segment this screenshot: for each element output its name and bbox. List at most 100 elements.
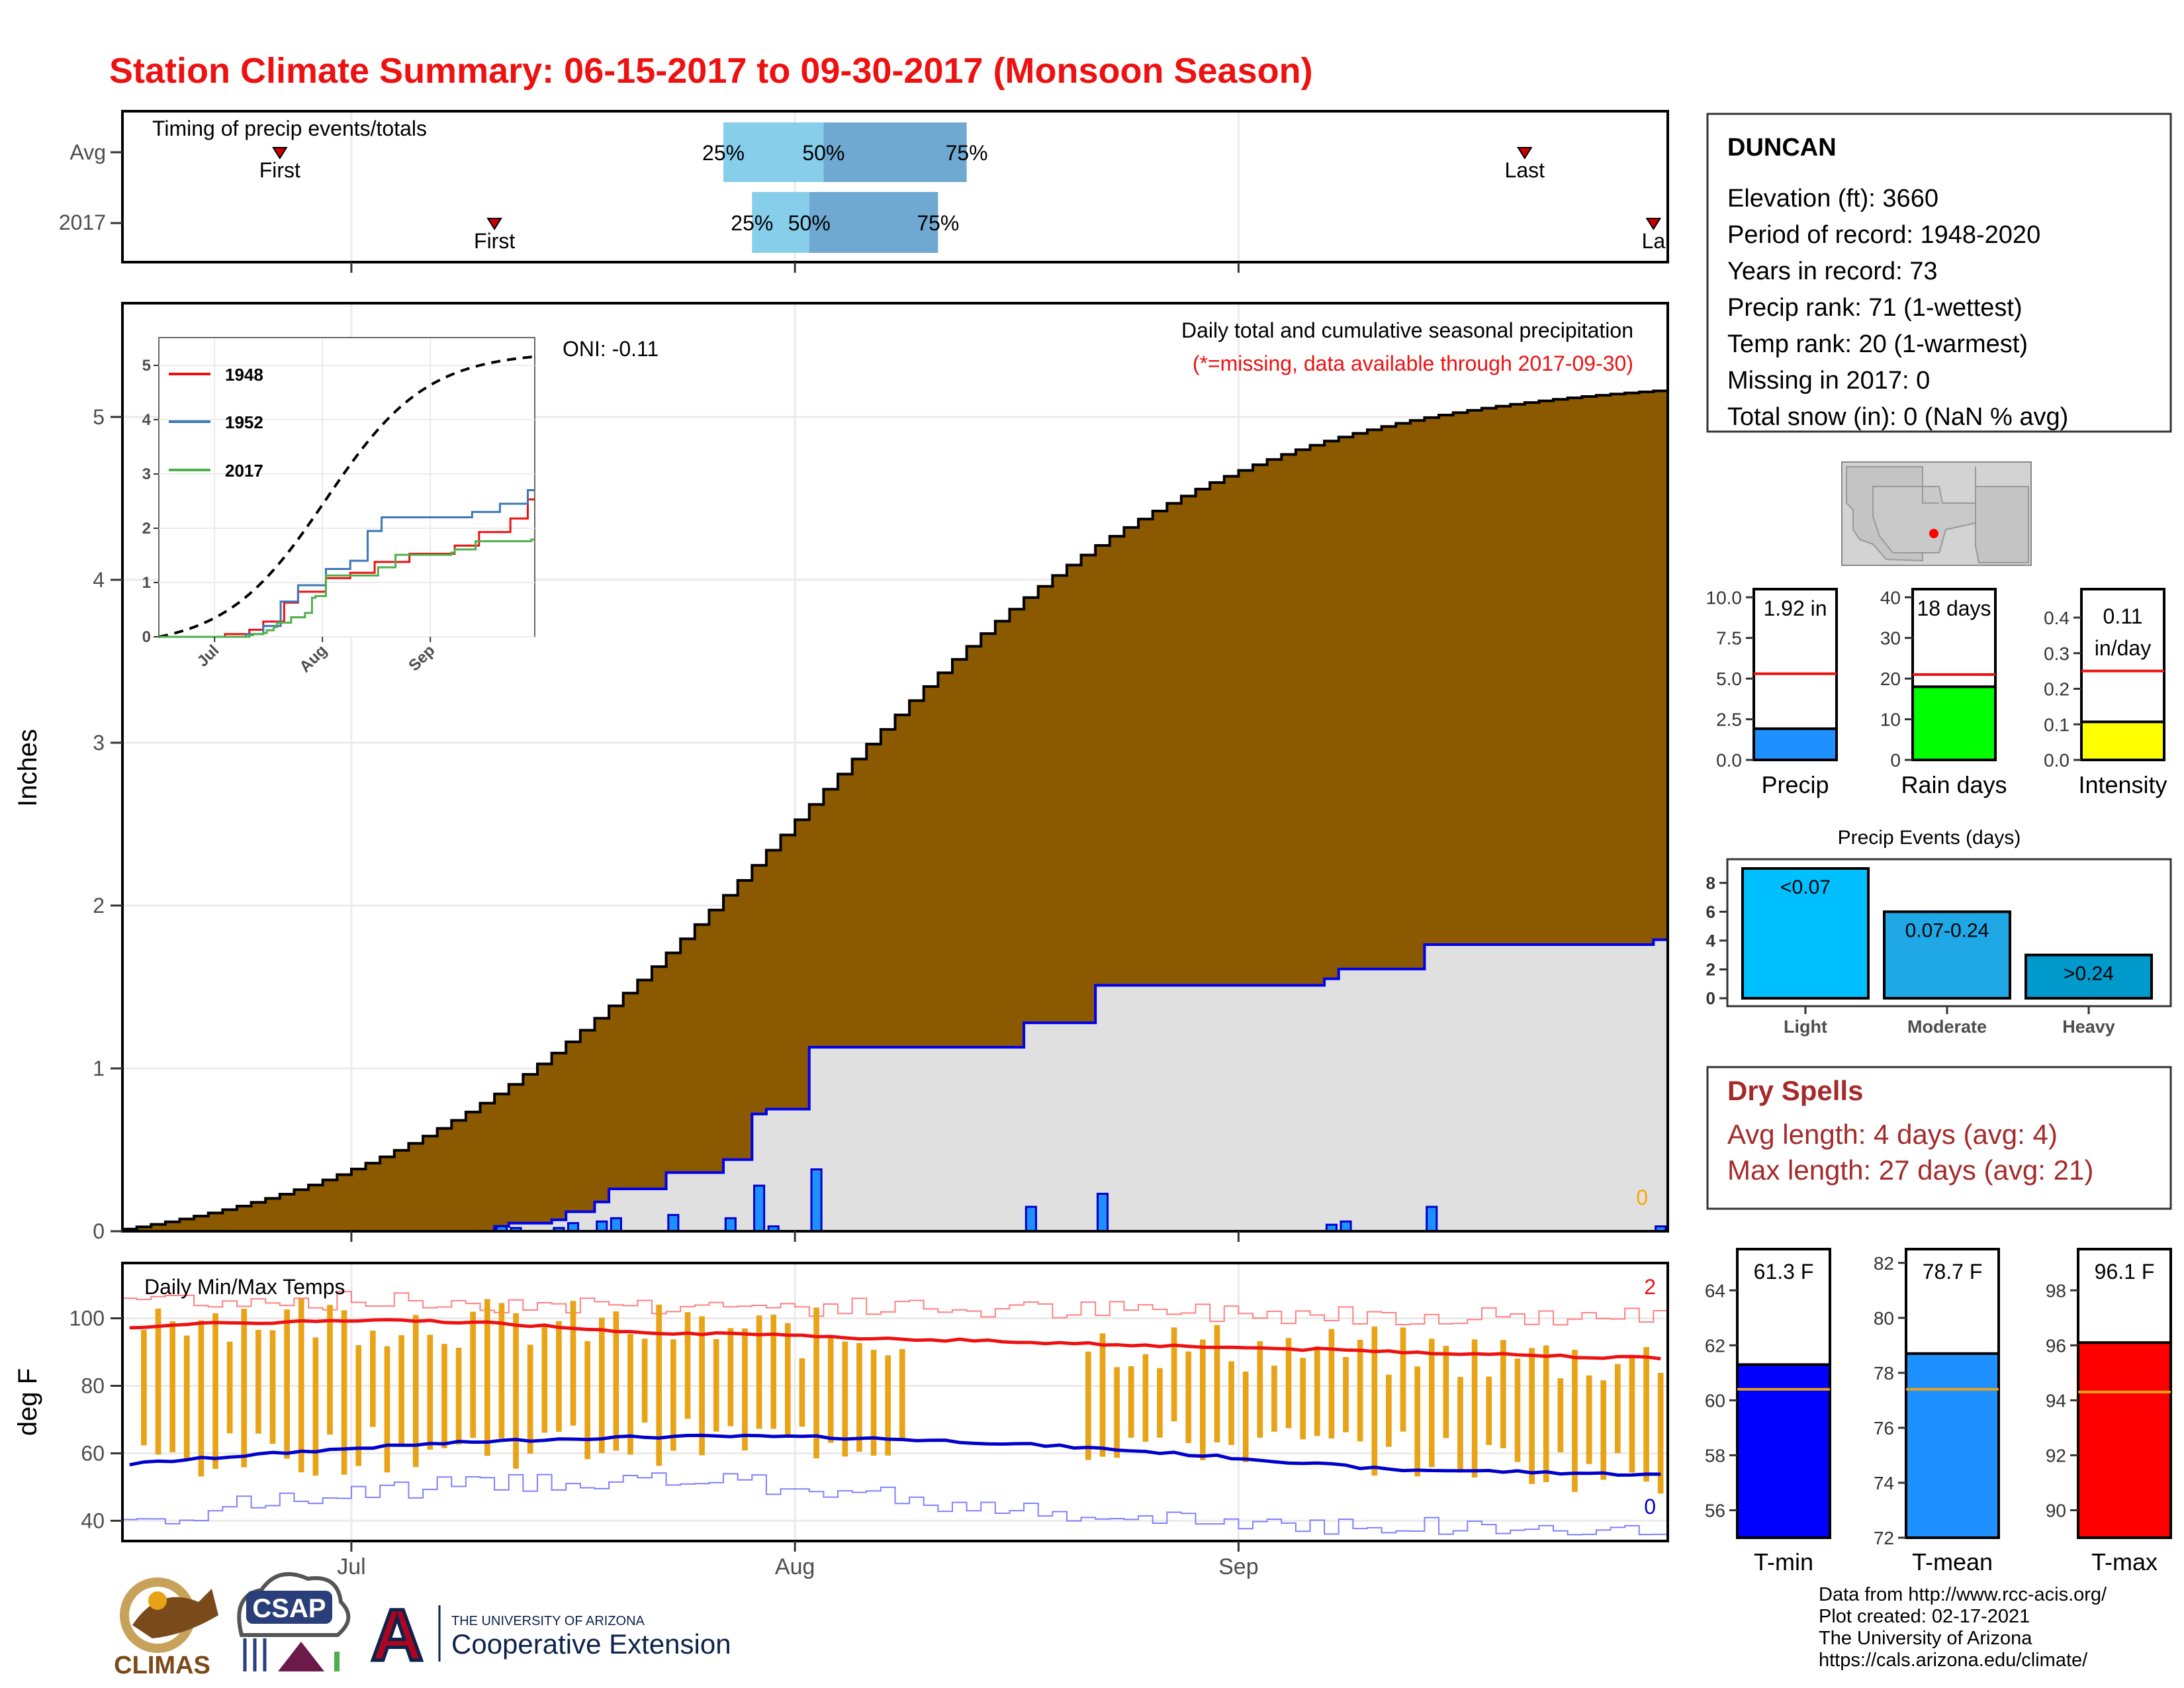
- tsum-ytick-label-2-1: 92: [2046, 1445, 2066, 1466]
- tsum-ytick-label-1-4: 80: [1874, 1308, 1894, 1329]
- summary-value-unit-2: in/day: [2095, 636, 2151, 660]
- y2017-first-marker: [486, 218, 502, 230]
- avg-first-marker: [272, 147, 288, 160]
- temp-range-bar-28: [527, 1344, 533, 1454]
- temp-range-bar-104: [1615, 1364, 1621, 1454]
- temp-range-bar-106: [1643, 1346, 1649, 1482]
- temp-range-bar-26: [498, 1303, 505, 1438]
- station-line-0: Elevation (ft): 3660: [1727, 185, 1938, 212]
- avg-timing-bar-50-75: [823, 122, 967, 182]
- temp-range-bar-86: [1357, 1339, 1363, 1442]
- summary-ytick-label-0-1: 2.5: [1716, 710, 1742, 730]
- temp-range-bar-33: [598, 1317, 605, 1454]
- pe-ytick-label-0: 0: [1706, 988, 1715, 1008]
- tsum-ytick-label-1-2: 76: [1874, 1418, 1894, 1438]
- temp-range-bar-6: [212, 1313, 218, 1469]
- y2017-timing-bar-50-75: [809, 192, 938, 253]
- inset-ytick-label-5: 5: [142, 357, 151, 375]
- temp-range-bar-27: [513, 1313, 519, 1469]
- inset-avg-line: [158, 355, 535, 638]
- summary-ytick-label-2-2: 0.2: [2044, 679, 2070, 700]
- summary-ytick-label-0-0: 0.0: [1716, 750, 1742, 771]
- record-high-count: 2: [1644, 1275, 1656, 1299]
- temp-range-bar-2: [155, 1308, 161, 1455]
- daily-bar-5: [610, 1217, 622, 1233]
- daily-bar-15: [1426, 1205, 1438, 1233]
- tsum-ytick-label-2-4: 98: [2046, 1280, 2066, 1301]
- temp-range-bar-91: [1428, 1338, 1435, 1468]
- temp-range-bar-14: [327, 1305, 333, 1435]
- tsum-ytick-label-2-3: 96: [2046, 1335, 2066, 1356]
- inset-line-1952: [159, 489, 535, 638]
- temp-range-bar-67: [1085, 1351, 1091, 1460]
- temp-range-bar-10: [269, 1330, 276, 1444]
- temp-range-bar-48: [813, 1307, 819, 1459]
- temp-range-bar-75: [1200, 1339, 1206, 1460]
- temp-range-bar-44: [756, 1315, 762, 1429]
- pe-bar-label-0: Light: [1784, 1017, 1827, 1037]
- summary-bar-1: [1911, 685, 1997, 762]
- csap-rain: [243, 1638, 267, 1671]
- csap-cactus: [334, 1652, 340, 1671]
- tsum-ytick-label-1-5: 82: [1874, 1253, 1894, 1274]
- temp-range-bar-7: [226, 1341, 233, 1434]
- precip-events-title: Precip Events (days): [1838, 827, 2021, 849]
- temp-range-bar-82: [1300, 1358, 1306, 1440]
- csap-logo: CSAP: [237, 1572, 351, 1671]
- temp-range-bar-40: [699, 1316, 705, 1456]
- summary-label-2: Intensity: [2078, 771, 2167, 798]
- temp-range-bar-81: [1285, 1338, 1292, 1429]
- avg-last-label: Last: [1505, 158, 1545, 182]
- daily-bar-14: [1340, 1220, 1352, 1233]
- temp-xtick-label-0: Jul: [337, 1554, 365, 1579]
- temp-range-bar-47: [799, 1358, 805, 1427]
- inset-ytick-label-1: 1: [142, 574, 151, 592]
- temp-range-bar-107: [1657, 1373, 1664, 1494]
- tsum-value-1: 78.7 F: [1923, 1260, 1983, 1284]
- footer-line-2: Plot created: 02-17-2021: [1819, 1606, 2030, 1627]
- summary-ytick-label-2-0: 0.0: [2044, 750, 2070, 771]
- inset-ytick-label-3: 3: [142, 465, 151, 483]
- temp-ytick-label-0: 40: [81, 1509, 105, 1532]
- main-ytick-label-3: 3: [93, 731, 105, 755]
- temp-range-bar-78: [1242, 1371, 1249, 1462]
- main-panel-frame: [121, 302, 1669, 1233]
- daily-bar-12: [1096, 1192, 1109, 1233]
- summary-label-0: Precip: [1761, 771, 1829, 798]
- main-ytick-label-4: 4: [93, 568, 105, 592]
- y2017-first-label: First: [474, 229, 515, 253]
- temp-range-bar-22: [441, 1344, 447, 1448]
- y2017-timing-bar-25-50: [752, 192, 809, 253]
- temp-ytick-label-3: 100: [69, 1307, 105, 1331]
- temp-range-bar-25: [484, 1299, 490, 1456]
- temp-range-bar-52: [870, 1350, 877, 1456]
- summary-label-1: Rain days: [1901, 771, 2007, 798]
- summary-ytick-label-0-3: 7.5: [1716, 628, 1742, 649]
- temp-range-bar-5: [198, 1320, 205, 1477]
- station-box-frame: [1706, 113, 2172, 433]
- temp-range-bar-19: [398, 1335, 404, 1446]
- main-caption: Daily total and cumulative seasonal prec…: [1181, 318, 1633, 342]
- seasonal-summary-bars: 0.0 2.5 5.0 7.5 10.0 1.92 in Precip 0 10 20 30 40 18…: [1706, 587, 2167, 798]
- temp-range-bar-79: [1257, 1341, 1263, 1438]
- summary-ytick-label-1-1: 10: [1880, 710, 1901, 730]
- tsum-label-0: T-min: [1754, 1548, 1813, 1575]
- temp-range-bar-17: [370, 1331, 376, 1427]
- pe-bar-bin-1: 0.07-0.24: [1905, 919, 1989, 941]
- temp-range-bar-92: [1443, 1346, 1449, 1438]
- summary-ytick-label-2-4: 0.4: [2044, 608, 2070, 628]
- timing-row-avg-label: Avg: [69, 140, 106, 164]
- tsum-bar-1: [1905, 1352, 2000, 1540]
- pe-bar-bin-2: >0.24: [2064, 963, 2114, 985]
- y2017-p25-label: 25%: [731, 211, 773, 235]
- temp-range-bar-70: [1128, 1366, 1134, 1438]
- temp-range-bar-49: [827, 1336, 834, 1443]
- climas-logo: CLIMAS: [114, 1577, 218, 1679]
- temp-range-bar-20: [412, 1315, 419, 1468]
- pe-ytick-label-2: 4: [1706, 931, 1716, 951]
- temp-range-bar-100: [1557, 1378, 1564, 1452]
- missing-count: 0: [1636, 1186, 1648, 1209]
- summary-value-2: 0.11: [2103, 604, 2143, 628]
- record-high-line: [122, 1291, 1668, 1326]
